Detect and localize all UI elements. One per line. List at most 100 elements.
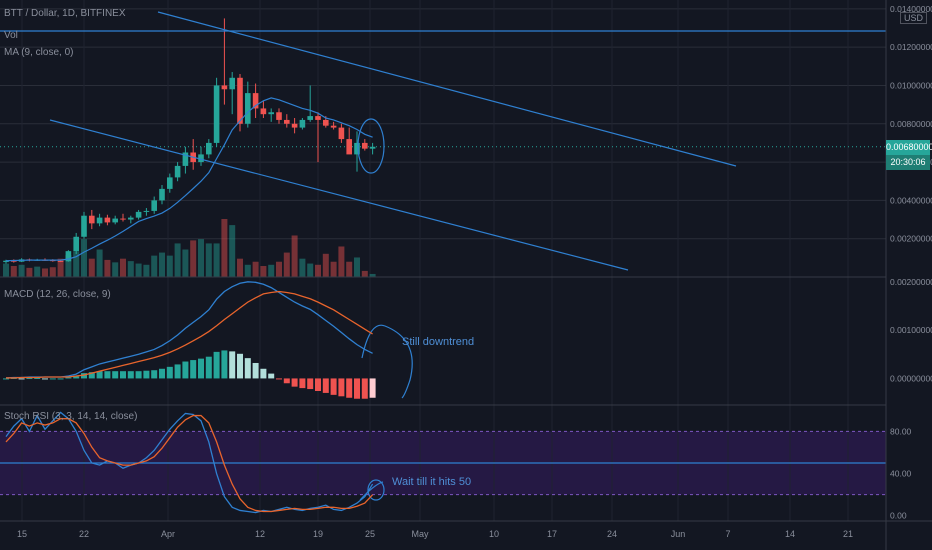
trend-lines bbox=[0, 11, 886, 501]
candle-body bbox=[57, 260, 64, 262]
x-tick: 12 bbox=[255, 529, 265, 539]
candle-body bbox=[338, 127, 345, 140]
price-y-tick: 0.01000000 bbox=[890, 80, 932, 90]
candle-body bbox=[198, 154, 204, 163]
volume-bar bbox=[18, 264, 25, 277]
ma-line bbox=[5, 97, 373, 262]
currency-button[interactable]: USD bbox=[900, 12, 928, 24]
volume-bars bbox=[3, 219, 376, 277]
candle-body bbox=[120, 218, 126, 220]
x-tick: 15 bbox=[17, 529, 27, 539]
macd-hist-bar bbox=[354, 378, 360, 399]
candle-body bbox=[237, 77, 243, 124]
volume-bar bbox=[369, 273, 376, 277]
current-price-tag: 0.00680000 bbox=[886, 140, 932, 155]
macd-hist-bar bbox=[369, 378, 376, 398]
volume-bar bbox=[299, 258, 306, 277]
x-tick: 14 bbox=[785, 529, 795, 539]
price-y-tick: 0.00400000 bbox=[890, 195, 932, 205]
x-tick: 19 bbox=[313, 529, 323, 539]
macd-hist-bar bbox=[143, 370, 150, 379]
macd-hist-bar bbox=[346, 378, 353, 398]
macd-hist-bar bbox=[260, 368, 267, 379]
candle-body bbox=[213, 85, 220, 143]
countdown-tag: 20:30:06 bbox=[886, 155, 930, 170]
candle-body bbox=[260, 108, 267, 115]
candle-body bbox=[182, 152, 189, 166]
candle-body bbox=[362, 142, 368, 149]
stoch-annotation: Wait till it hits 50 bbox=[392, 476, 472, 488]
x-tick: 17 bbox=[547, 529, 557, 539]
signal-line bbox=[6, 290, 373, 379]
candle-body bbox=[174, 165, 181, 178]
macd-hist-bar bbox=[338, 378, 345, 397]
macd-hist-bar bbox=[104, 371, 111, 379]
macd-hist-bar bbox=[361, 378, 368, 399]
volume-bar bbox=[260, 266, 267, 277]
candle-body bbox=[291, 123, 298, 128]
candle-body bbox=[128, 217, 134, 220]
candle-body bbox=[135, 211, 142, 218]
volume-bar bbox=[315, 264, 321, 277]
macd-y-tick: 0.00100000 bbox=[890, 325, 932, 335]
stoch-levels bbox=[0, 430, 886, 496]
x-tick: 22 bbox=[79, 529, 89, 539]
price-y-tick: 0.01200000 bbox=[890, 42, 932, 52]
volume-bar bbox=[322, 253, 329, 277]
stoch-d-line bbox=[5, 414, 374, 513]
x-tick: 21 bbox=[843, 529, 853, 539]
macd-arc bbox=[361, 324, 413, 399]
macd-hist-bar bbox=[151, 370, 158, 379]
volume-bar bbox=[229, 225, 236, 277]
volume-bar bbox=[307, 263, 314, 277]
volume-bar bbox=[361, 270, 368, 277]
macd-hist-bar bbox=[182, 361, 189, 379]
macd-annotation: Still downtrend bbox=[402, 336, 475, 348]
volume-bar bbox=[268, 264, 275, 277]
macd-line bbox=[5, 281, 373, 379]
candle-body bbox=[229, 77, 235, 90]
stoch-y-tick: 40.00 bbox=[890, 469, 912, 479]
macd-legend: MACD (12, 26, close, 9) bbox=[4, 289, 111, 300]
macd-hist-bar bbox=[49, 378, 56, 380]
x-axis-labels: 15 22 Apr 12 19 25 May 10 17 24 Jun 7 14 21 bbox=[17, 529, 853, 539]
volume-bar bbox=[57, 258, 64, 277]
volume-bar bbox=[205, 243, 212, 277]
stoch-circle bbox=[367, 479, 385, 501]
candle-body bbox=[65, 251, 72, 262]
symbol-title: BTT / Dollar, 1D, BITFINEX bbox=[4, 8, 126, 19]
volume-bar bbox=[112, 262, 119, 277]
candle-body bbox=[276, 112, 282, 120]
volume-bar bbox=[213, 243, 220, 277]
macd-hist-bar bbox=[174, 364, 181, 379]
volume-bar bbox=[291, 235, 298, 277]
volume-bar bbox=[338, 246, 345, 277]
volume-bar bbox=[104, 259, 111, 277]
macd-hist-bar bbox=[190, 360, 197, 379]
upper-trend-line bbox=[157, 11, 737, 167]
lower-trend-line bbox=[49, 119, 629, 271]
candle-body bbox=[268, 112, 274, 115]
macd-hist-bar bbox=[112, 371, 119, 379]
volume-bar bbox=[73, 251, 80, 277]
volume-bar bbox=[244, 264, 251, 277]
x-tick: 10 bbox=[489, 529, 499, 539]
macd-hist-bar bbox=[73, 376, 80, 379]
macd-hist-bar bbox=[120, 371, 126, 379]
x-tick: May bbox=[411, 529, 429, 539]
x-tick: Jun bbox=[671, 529, 686, 539]
candle-body bbox=[330, 125, 337, 128]
macd-y-tick: 0.00200000 bbox=[890, 277, 932, 287]
volume-bar bbox=[34, 266, 41, 277]
macd-hist-bar bbox=[96, 371, 103, 379]
volume-bar bbox=[42, 268, 48, 277]
volume-bar bbox=[198, 239, 204, 277]
candle-body bbox=[151, 200, 157, 211]
macd-hist-bar bbox=[34, 377, 41, 379]
volume-bar bbox=[151, 255, 158, 277]
macd-hist-bar bbox=[268, 373, 275, 379]
price-y-tick: 0.00800000 bbox=[890, 119, 932, 129]
candle-body bbox=[206, 142, 212, 155]
volume-bar bbox=[174, 243, 181, 277]
